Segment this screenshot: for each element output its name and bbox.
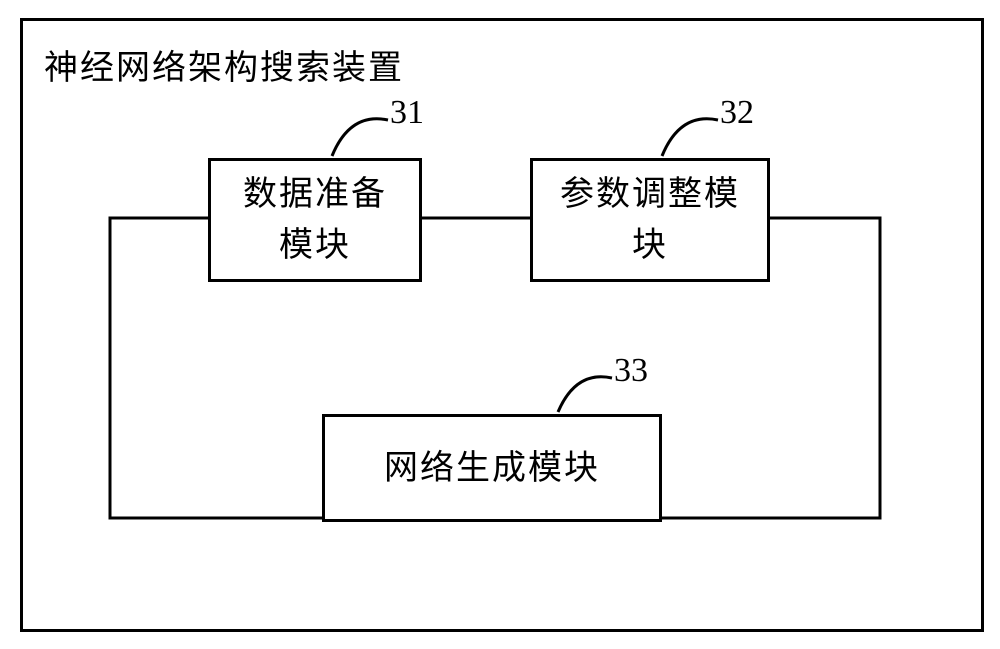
module-number-net-gen: 33 (614, 352, 648, 390)
outer-frame (20, 18, 984, 632)
module-param-adjust: 参数调整模块 (530, 158, 770, 282)
module-number-data-prep: 31 (390, 94, 424, 132)
module-label-line2: 块 (632, 220, 668, 271)
module-label-line1: 数据准备 (243, 169, 387, 220)
diagram-title: 神经网络架构搜索装置 (44, 40, 404, 89)
module-number-param-adjust: 32 (720, 94, 754, 132)
module-data-prep: 数据准备模块 (208, 158, 422, 282)
module-label-line1: 参数调整模 (560, 169, 740, 220)
module-label-line2: 模块 (279, 220, 351, 271)
module-label-line1: 网络生成模块 (384, 443, 600, 494)
module-net-gen: 网络生成模块 (322, 414, 662, 522)
